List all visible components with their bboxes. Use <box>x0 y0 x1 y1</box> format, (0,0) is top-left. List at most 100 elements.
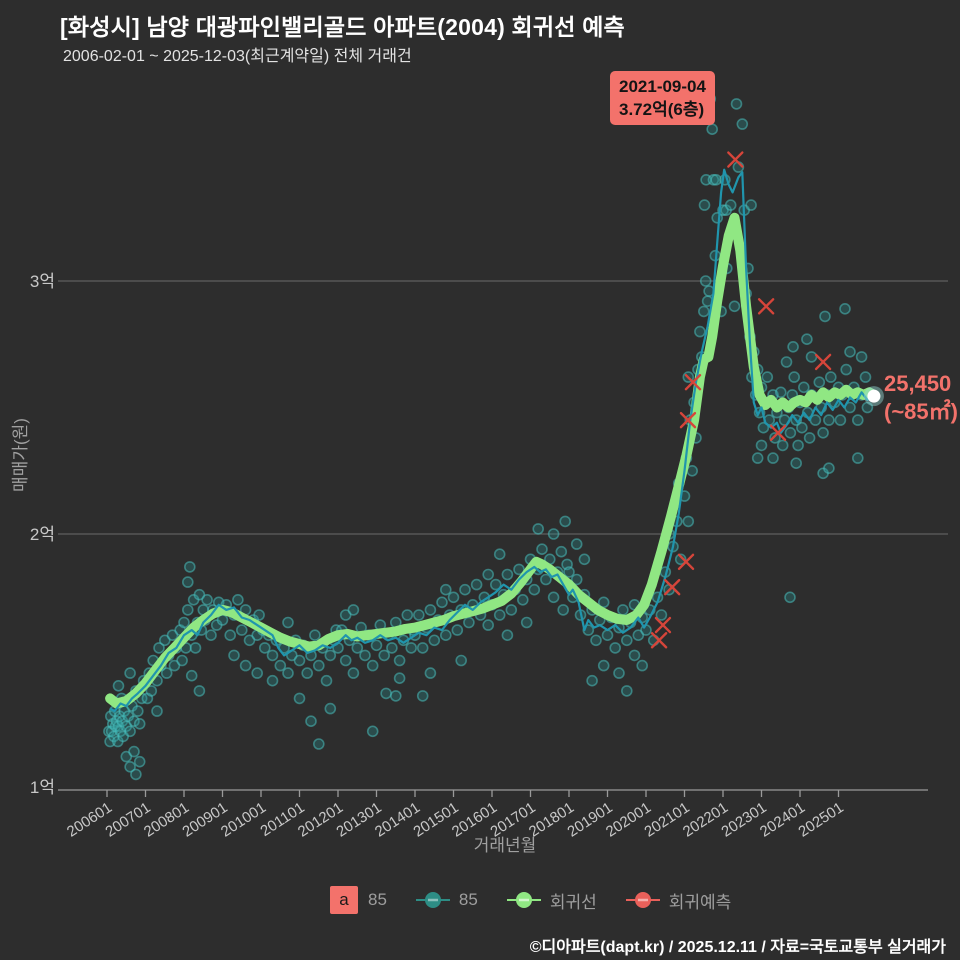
deal-point <box>128 715 140 728</box>
scatter-series-marker-icon <box>415 892 450 908</box>
deal-point <box>597 596 610 609</box>
deal-point <box>439 583 452 596</box>
deal-point <box>312 738 325 750</box>
deal-point <box>776 439 789 452</box>
deal-point <box>324 649 337 662</box>
deal-point <box>274 659 287 672</box>
prediction-x-icon <box>654 616 672 634</box>
x-tick-label: 202501 <box>795 799 846 841</box>
legend-item-prediction-label: 회귀예측 <box>668 892 732 912</box>
deal-point <box>459 583 471 596</box>
deal-point <box>839 302 851 315</box>
deal-point <box>501 629 514 642</box>
area-badge[interactable]: a <box>330 886 358 914</box>
deal-point <box>823 462 835 475</box>
y-tick-label: 3억 <box>30 272 55 291</box>
deal-point <box>694 325 706 338</box>
deal-point <box>698 199 711 211</box>
deal-point <box>590 634 602 647</box>
deal-point <box>436 596 448 609</box>
deal-point <box>578 553 591 566</box>
legend-item-regression[interactable]: 회귀선 <box>506 888 597 913</box>
deal-point <box>547 591 560 604</box>
deal-point <box>686 464 699 477</box>
deal-point <box>236 624 248 636</box>
deal-point <box>528 583 541 596</box>
deal-point <box>796 421 808 434</box>
prediction-x-icon <box>757 298 775 315</box>
deal-point <box>736 118 749 130</box>
legend-item-regression-label: 회귀선 <box>549 892 597 912</box>
legend-item-85-label: 85 <box>458 890 478 909</box>
page-title: [화성시] 남양 대광파인밸리골드 아파트(2004) 회귀선 예측 <box>60 14 625 40</box>
deal-point <box>761 371 774 383</box>
deal-point <box>840 363 853 376</box>
deal-point <box>133 755 146 768</box>
deal-point <box>636 659 649 672</box>
deal-point <box>489 578 502 591</box>
prediction-x-icon <box>677 553 695 571</box>
deal-point <box>133 717 146 730</box>
prediction-x-icon <box>684 374 702 391</box>
source-credit: ©디아파트(dapt.kr) / 2025.12.11 / 자료=국토교통부 실… <box>529 939 946 956</box>
deal-point <box>797 381 810 394</box>
deal-point <box>751 452 764 464</box>
deal-point <box>366 725 379 738</box>
deal-point <box>570 573 583 586</box>
deal-point <box>861 401 874 414</box>
deal-point <box>232 593 244 606</box>
deal-point <box>470 578 483 591</box>
deal-point <box>224 629 236 642</box>
legend-item-prediction[interactable]: 회귀예측 <box>625 888 732 913</box>
prediction-x-icon <box>663 578 681 596</box>
deal-point <box>706 123 719 135</box>
deal-point <box>559 515 572 528</box>
deal-point <box>393 672 406 685</box>
deal-point <box>859 371 872 383</box>
deal-point <box>570 538 583 550</box>
deal-point <box>805 351 818 363</box>
deal-point <box>447 591 460 604</box>
page-subtitle: 2006-02-01 ~ 2025-12-03(최근계약일) 전체 거래건 <box>63 48 412 65</box>
deal-point <box>258 642 271 654</box>
deal-point <box>366 659 379 672</box>
deal-point <box>757 421 770 434</box>
deal-point <box>767 452 779 464</box>
deal-point <box>282 616 294 629</box>
deal-point <box>309 629 321 642</box>
legend-item-85[interactable]: 85 <box>415 890 478 910</box>
deal-point <box>728 300 741 313</box>
deal-point <box>124 725 136 738</box>
y-axis-title: 매매가(원) <box>11 418 30 492</box>
deal-point <box>324 702 337 715</box>
deal-point <box>412 609 425 621</box>
deal-point <box>312 659 325 672</box>
deal-point <box>266 649 279 662</box>
deal-point <box>193 685 206 697</box>
deal-point <box>124 760 136 773</box>
deal-point <box>112 679 125 692</box>
deal-point <box>780 356 793 368</box>
deal-point <box>817 426 829 439</box>
deal-point <box>393 654 406 667</box>
deal-point <box>482 619 495 631</box>
deal-point <box>132 705 144 717</box>
deal-point <box>182 604 194 616</box>
deal-point <box>301 667 314 679</box>
deal-point <box>359 649 371 662</box>
deal-point <box>176 654 188 667</box>
deal-point <box>755 439 768 452</box>
deal-point <box>769 432 781 444</box>
deal-point <box>774 386 787 399</box>
deal-point <box>185 669 198 682</box>
deal-point <box>699 275 712 287</box>
deal-point <box>710 174 722 186</box>
max-deal-annotation: 2021-09-04 3.72억(6층) <box>610 71 715 125</box>
deal-point <box>536 543 548 556</box>
deal-point <box>557 604 570 616</box>
max-deal-price: 3.72억(6층) <box>619 100 705 119</box>
deal-point <box>182 576 194 588</box>
latest-point-marker <box>863 386 884 407</box>
prediction-x-icon <box>727 151 744 168</box>
